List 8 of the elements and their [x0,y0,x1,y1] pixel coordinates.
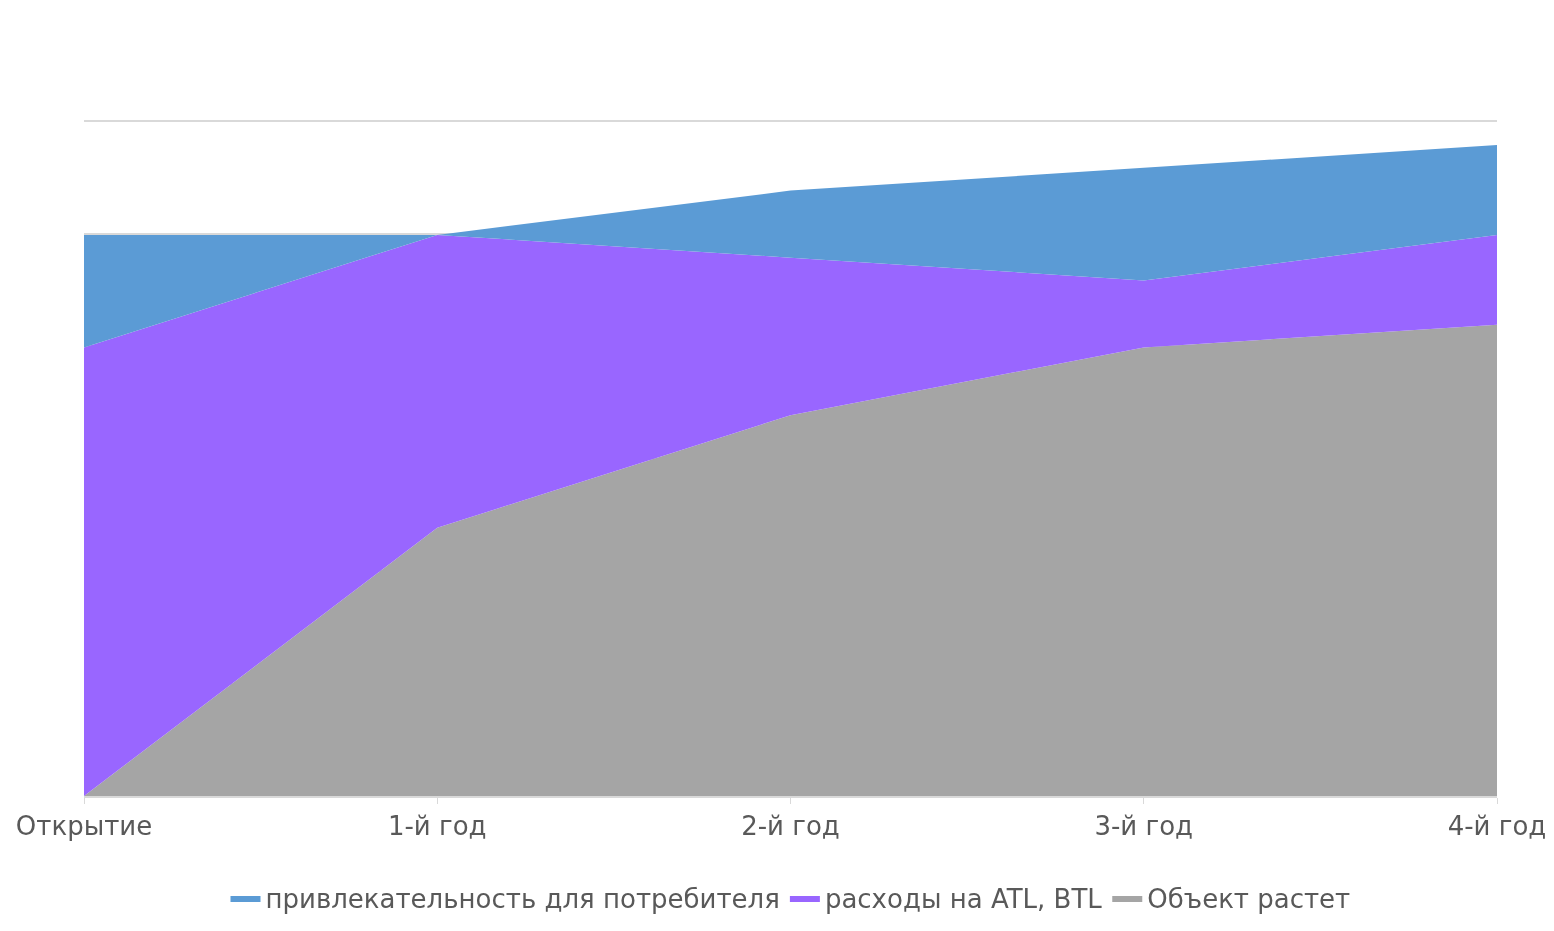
legend-label: Объект растет [1147,884,1351,915]
legend-label: привлекательность для потребителя [265,884,780,915]
legend-label: расходы на ATL, BTL [824,884,1103,915]
x-tick-label: 3-й год [1094,810,1194,841]
x-tick-label: Открытие [15,810,153,841]
x-tick-label: 2-й год [741,810,840,841]
x-tick-label: 1-й год [387,810,487,841]
x-tick-label: 4-й год [1447,810,1547,841]
